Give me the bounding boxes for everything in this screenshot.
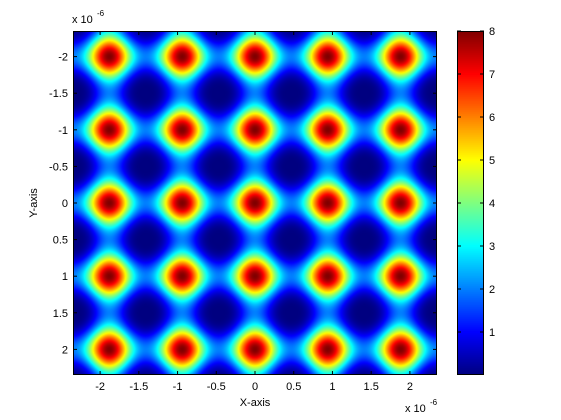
x-exponent-base: x 10 <box>405 403 426 415</box>
colorbar-gradient <box>457 31 484 375</box>
colorbar-tick-label: 6 <box>489 112 495 124</box>
colorbar: 1 2 3 4 5 6 7 8 <box>457 26 495 375</box>
x-axis-label: X-axis <box>240 397 271 409</box>
x-tick-label: -2 <box>95 381 105 393</box>
y-exponent-power: -6 <box>97 9 105 18</box>
y-tick-label: -2 <box>58 52 68 64</box>
heatmap-image <box>73 31 437 375</box>
colorbar-ticks: 1 2 3 4 5 6 7 8 <box>457 26 495 339</box>
y-tick-label: -1.5 <box>49 88 68 100</box>
colorbar-tick-label: 7 <box>489 69 495 81</box>
x-tick-label: 1 <box>329 381 335 393</box>
y-tick-label: 1 <box>62 271 68 283</box>
plot-area <box>73 31 437 375</box>
colorbar-tick-label: 8 <box>489 26 495 38</box>
y-tick-label: -1 <box>58 125 68 137</box>
x-tick-label: -0.5 <box>207 381 226 393</box>
y-exponent-base: x 10 <box>72 14 93 26</box>
y-tick-label: 0 <box>62 198 68 210</box>
colorbar-tick-label: 3 <box>489 241 495 253</box>
colorbar-tick-label: 1 <box>489 327 495 339</box>
y-tick-label: 0.5 <box>53 235 68 247</box>
colorbar-tick-label: 4 <box>489 198 495 210</box>
y-exponent-label: x 10 -6 <box>72 9 105 26</box>
y-tick-label: 1.5 <box>53 308 68 320</box>
y-axis-label: Y-axis <box>28 188 40 218</box>
y-tick-label: 2 <box>62 344 68 356</box>
colorbar-tick-label: 5 <box>489 155 495 167</box>
x-exponent-label: x 10 -6 <box>405 398 438 415</box>
x-tick-label: 2 <box>407 381 413 393</box>
x-tick-label: -1.5 <box>129 381 148 393</box>
y-tick-label: -0.5 <box>49 161 68 173</box>
x-axis-ticks: -2 -1.5 -1 -0.5 0 0.5 1 1.5 2 <box>95 31 413 393</box>
colorbar-tick-label: 2 <box>489 284 495 296</box>
x-tick-label: 1.5 <box>364 381 379 393</box>
y-axis-ticks: -2 -1.5 -1 -0.5 0 0.5 1 1.5 2 <box>49 52 437 356</box>
x-tick-label: 0.5 <box>286 381 301 393</box>
x-exponent-power: -6 <box>430 398 438 407</box>
x-tick-label: 0 <box>252 381 258 393</box>
x-tick-label: -1 <box>173 381 183 393</box>
